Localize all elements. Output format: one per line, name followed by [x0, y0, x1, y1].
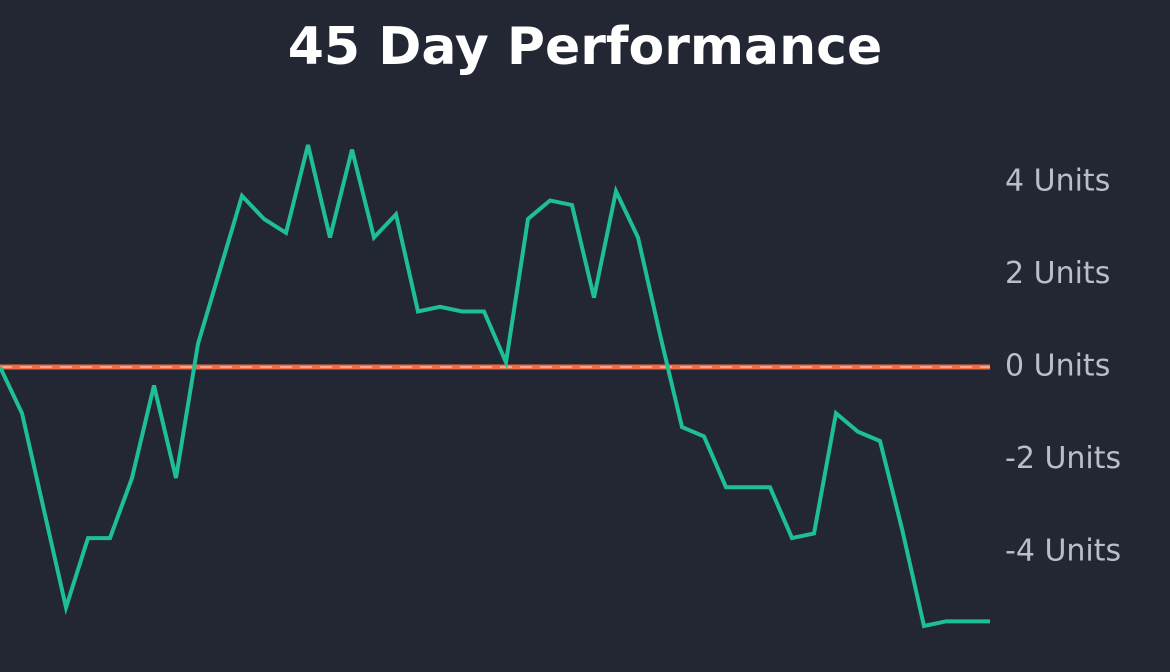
y-tick-label: 0 Units	[1005, 348, 1110, 383]
chart-title: 45 Day Performance	[288, 17, 883, 77]
y-tick-label: 4 Units	[1005, 163, 1110, 198]
y-tick-label: -2 Units	[1005, 441, 1121, 476]
y-tick-label: 2 Units	[1005, 256, 1110, 291]
data-line	[0, 144, 990, 629]
y-tick-label: -4 Units	[1005, 533, 1121, 568]
